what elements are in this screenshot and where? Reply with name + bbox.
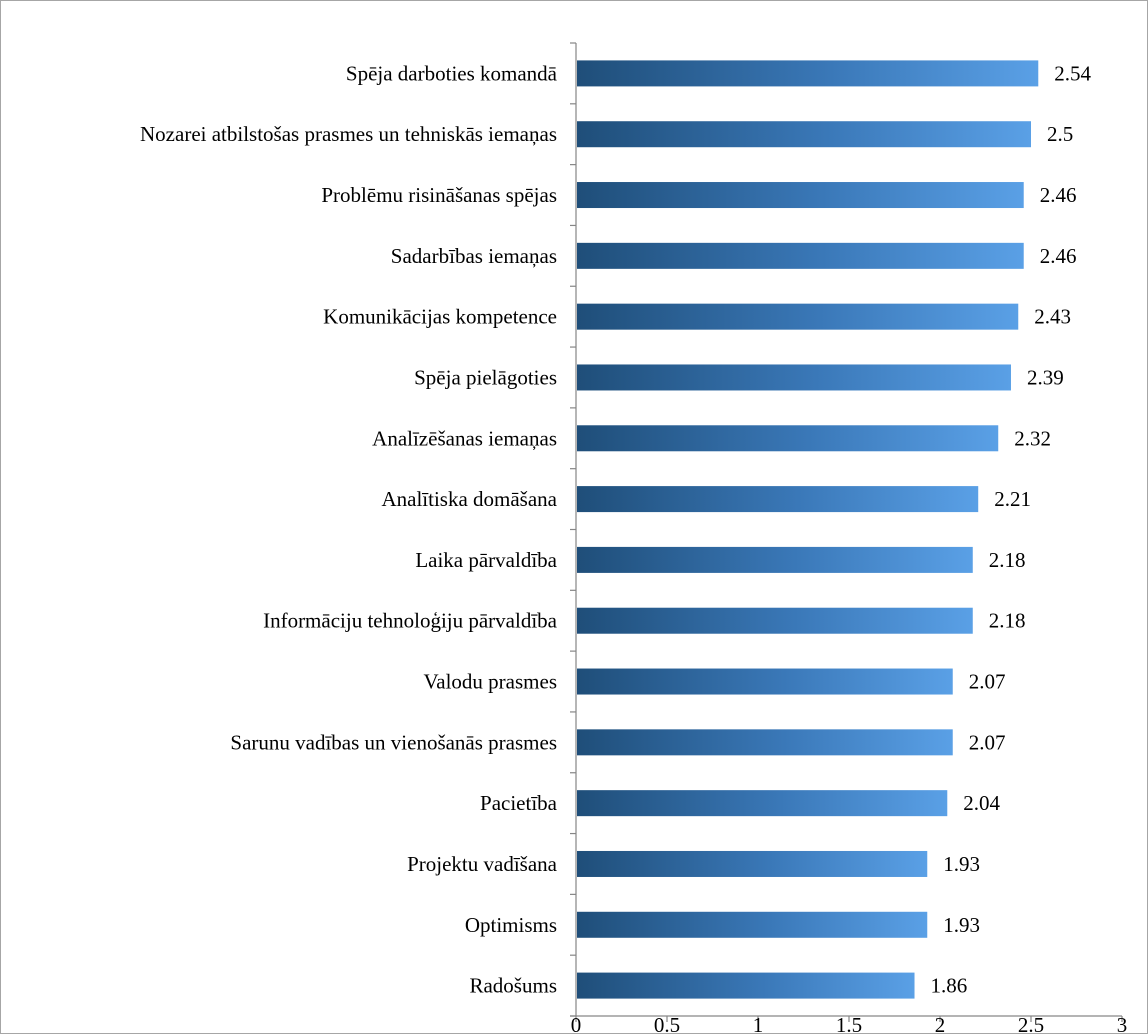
bar bbox=[577, 668, 953, 695]
bar bbox=[577, 60, 1039, 87]
data-label: 2.39 bbox=[1027, 365, 1064, 389]
bar bbox=[577, 729, 953, 756]
bar-layer bbox=[577, 60, 1039, 999]
category-label: Sadarbības iemaņas bbox=[391, 244, 557, 268]
category-label: Pacietība bbox=[480, 791, 558, 815]
data-label: 1.93 bbox=[943, 913, 980, 937]
data-label: 2.43 bbox=[1034, 305, 1071, 329]
bar bbox=[577, 121, 1031, 148]
category-label: Optimisms bbox=[465, 913, 557, 937]
bar bbox=[577, 911, 928, 938]
bar bbox=[577, 790, 948, 817]
data-label: 1.93 bbox=[943, 852, 980, 876]
bar bbox=[577, 182, 1024, 209]
data-label: 2.07 bbox=[969, 670, 1006, 694]
value-tick-label: 2.5 bbox=[1018, 1013, 1044, 1035]
bar bbox=[577, 364, 1011, 391]
label-layer: 0 0.5 1 1.5 2 2.5 3 Spēja darboties komandā 2.54… bbox=[140, 61, 1127, 1035]
category-label: Nozarei atbilstošas prasmes un tehniskās… bbox=[140, 122, 557, 146]
data-label: 2.5 bbox=[1047, 122, 1073, 146]
bar bbox=[577, 303, 1019, 330]
value-tick-label: 3 bbox=[1117, 1013, 1128, 1035]
category-label: Analītiska domāšana bbox=[381, 487, 557, 511]
data-label: 2.54 bbox=[1054, 61, 1091, 85]
axis-layer bbox=[570, 42, 1123, 1022]
data-label: 2.46 bbox=[1040, 183, 1077, 207]
data-label: 2.18 bbox=[989, 609, 1026, 633]
data-label: 2.07 bbox=[969, 730, 1006, 754]
category-label: Projektu vadīšana bbox=[407, 852, 558, 876]
value-tick-label: 2 bbox=[935, 1013, 946, 1035]
category-label: Analīzēšanas iemaņas bbox=[372, 426, 557, 450]
value-tick-label: 1.5 bbox=[836, 1013, 862, 1035]
bar bbox=[577, 607, 973, 634]
category-label: Radošums bbox=[469, 974, 557, 998]
bar bbox=[577, 242, 1024, 269]
data-label: 2.21 bbox=[994, 487, 1031, 511]
data-label: 1.86 bbox=[931, 974, 968, 998]
data-label: 2.46 bbox=[1040, 244, 1077, 268]
bar bbox=[577, 486, 979, 513]
value-tick-label: 1 bbox=[753, 1013, 764, 1035]
category-label: Spēja pielāgoties bbox=[414, 365, 557, 389]
data-label: 2.18 bbox=[989, 548, 1026, 572]
category-label: Spēja darboties komandā bbox=[346, 61, 558, 85]
category-label: Valodu prasmes bbox=[423, 670, 557, 694]
category-label: Komunikācijas kompetence bbox=[323, 305, 557, 329]
bar bbox=[577, 850, 928, 877]
value-tick-label: 0.5 bbox=[654, 1013, 680, 1035]
bar bbox=[577, 546, 973, 573]
category-label: Sarunu vadības un vienošanās prasmes bbox=[230, 730, 557, 754]
data-label: 2.32 bbox=[1014, 426, 1051, 450]
category-label: Problēmu risināšanas spējas bbox=[321, 183, 557, 207]
bar bbox=[577, 972, 915, 999]
category-label: Laika pārvaldība bbox=[415, 548, 557, 572]
data-label: 2.04 bbox=[963, 791, 1000, 815]
value-tick-label: 0 bbox=[571, 1013, 582, 1035]
bar bbox=[577, 425, 999, 452]
category-label: Informāciju tehnoloģiju pārvaldība bbox=[263, 609, 558, 633]
